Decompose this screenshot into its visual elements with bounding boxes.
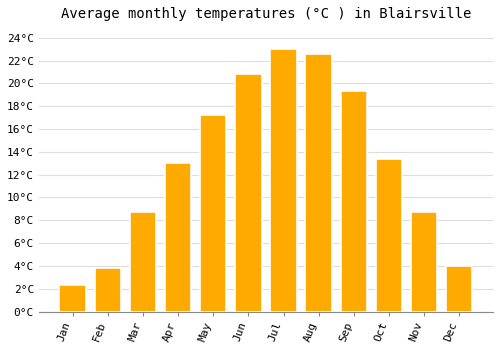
Bar bbox=[235, 74, 262, 312]
Title: Average monthly temperatures (°C ) in Blairsville: Average monthly temperatures (°C ) in Bl… bbox=[60, 7, 471, 21]
Bar bbox=[94, 268, 121, 312]
Bar bbox=[165, 163, 191, 312]
Bar bbox=[376, 159, 402, 312]
Bar bbox=[340, 91, 367, 312]
Bar bbox=[200, 115, 226, 312]
Bar bbox=[411, 212, 438, 312]
Bar bbox=[60, 285, 86, 312]
Bar bbox=[270, 49, 296, 312]
Bar bbox=[306, 54, 332, 312]
Bar bbox=[130, 212, 156, 312]
Bar bbox=[446, 266, 472, 312]
